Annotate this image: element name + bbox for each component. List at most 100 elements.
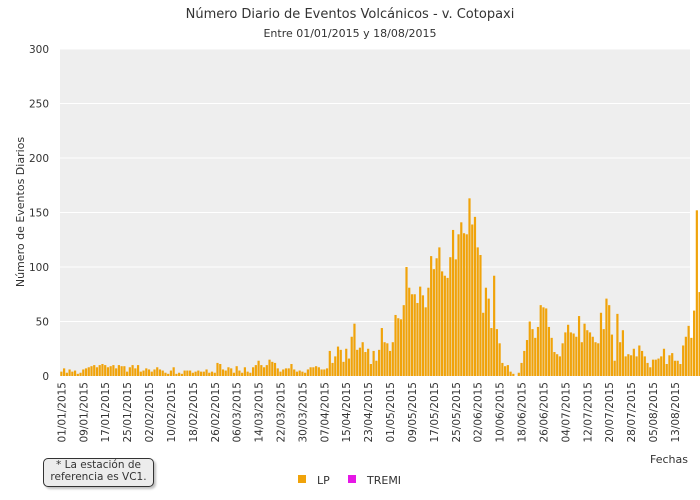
- bar-lp: [698, 292, 700, 376]
- bar-lp: [646, 362, 649, 376]
- bar-lp: [405, 267, 408, 376]
- bar-lp: [367, 348, 370, 376]
- chart-title: Número Diario de Eventos Volcánicos - v.…: [186, 7, 515, 22]
- bar-lp: [210, 371, 214, 376]
- bar-lp: [413, 294, 416, 376]
- bar-lp: [621, 330, 624, 376]
- bar-lp: [501, 362, 504, 376]
- bar-lp: [161, 370, 164, 376]
- bar-lp: [388, 350, 392, 376]
- bar-lp: [60, 371, 63, 376]
- x-tick-label: 20/07/2015: [604, 382, 616, 443]
- bar-lp: [347, 358, 351, 376]
- bar-lp: [542, 307, 545, 376]
- bar-lp: [372, 350, 375, 376]
- bar-lp: [131, 365, 134, 376]
- bar-lp: [547, 326, 551, 376]
- bar-lp: [457, 234, 460, 376]
- bar-lp: [632, 348, 635, 376]
- bar-lp: [153, 369, 156, 376]
- bar-lp: [476, 247, 479, 376]
- bar-lp: [602, 329, 605, 376]
- bar-lp: [484, 287, 488, 376]
- bar-lp: [553, 352, 556, 376]
- bar-lp: [676, 360, 679, 376]
- bar-lp: [575, 336, 578, 376]
- bar-lp: [679, 364, 682, 376]
- chart-subtitle: Entre 01/01/2015 y 18/08/2015: [263, 27, 436, 40]
- bar-lp: [569, 332, 572, 376]
- bar-lp: [438, 247, 441, 376]
- bar-lp: [673, 360, 677, 376]
- x-tick-label: 26/02/2015: [210, 382, 222, 443]
- bar-lp: [63, 368, 66, 376]
- y-tick-label: 0: [42, 371, 49, 383]
- bar-lp: [145, 368, 148, 376]
- bar-lp: [98, 365, 101, 376]
- bar-lp: [232, 372, 236, 376]
- bar-lp: [550, 337, 553, 376]
- bar-lp: [134, 368, 137, 376]
- bar-lp: [586, 330, 589, 376]
- bar-lp: [638, 345, 641, 376]
- bar-lp: [315, 366, 318, 376]
- bar-lp: [635, 356, 638, 376]
- y-tick-label: 300: [29, 44, 49, 56]
- bar-lp: [498, 343, 501, 376]
- bar-lp: [643, 356, 646, 376]
- bar-lp: [446, 277, 449, 376]
- bar-lp: [186, 370, 189, 376]
- bar-lp: [572, 333, 575, 376]
- bar-lp: [539, 305, 542, 376]
- bar-lp: [517, 372, 520, 376]
- bar-lp: [265, 365, 268, 376]
- bar-lp: [268, 359, 271, 376]
- x-tick-label: 18/06/2015: [517, 382, 529, 443]
- bar-lp: [136, 365, 140, 376]
- bar-lp: [180, 373, 183, 376]
- bar-lp: [657, 358, 660, 376]
- x-tick-label: 01/01/2015: [56, 382, 68, 443]
- bar-lp: [84, 368, 88, 376]
- bar-lp: [117, 365, 120, 376]
- bar-lp: [271, 361, 274, 376]
- x-tick-label: 14/03/2015: [254, 382, 266, 443]
- bar-lp: [419, 286, 422, 376]
- x-tick-labels: 01/01/2015 09/01/2015 17/01/2015 25/01/2015…: [56, 382, 682, 443]
- bar-lp: [199, 371, 203, 376]
- bar-lp: [323, 369, 326, 376]
- bar-lp: [528, 321, 531, 376]
- bar-lp: [249, 372, 252, 376]
- bar-lp: [693, 310, 696, 376]
- bar-lp: [279, 371, 282, 376]
- bar-lp: [345, 348, 348, 376]
- x-tick-label: 06/03/2015: [232, 382, 244, 443]
- legend: LP TREMI: [298, 474, 401, 487]
- bar-lp: [312, 367, 315, 376]
- bar-lp: [227, 367, 230, 376]
- bar-lp: [139, 371, 142, 376]
- bar-lp: [320, 369, 323, 376]
- bar-lp: [93, 365, 96, 376]
- bar-lp: [605, 298, 608, 376]
- x-tick-label: 10/02/2015: [166, 382, 178, 443]
- bar-lp: [76, 373, 79, 376]
- bar-lp: [342, 361, 345, 376]
- bar-lp: [87, 367, 90, 376]
- bar-lp: [435, 258, 438, 376]
- bar-lp: [304, 372, 307, 376]
- bar-lp: [194, 371, 197, 376]
- bar-lp: [191, 372, 194, 376]
- bar-lp: [512, 373, 515, 376]
- y-tick-label: 250: [29, 99, 49, 111]
- x-tick-label: 28/07/2015: [626, 382, 638, 443]
- bar-lp: [109, 366, 112, 376]
- bar-lp: [665, 364, 668, 376]
- bar-lp: [172, 367, 175, 376]
- x-tick-label: 02/06/2015: [473, 382, 485, 443]
- bar-lp: [432, 269, 435, 376]
- bar-lp: [90, 366, 93, 376]
- bar-lp: [317, 367, 320, 376]
- bar-lp: [561, 343, 564, 376]
